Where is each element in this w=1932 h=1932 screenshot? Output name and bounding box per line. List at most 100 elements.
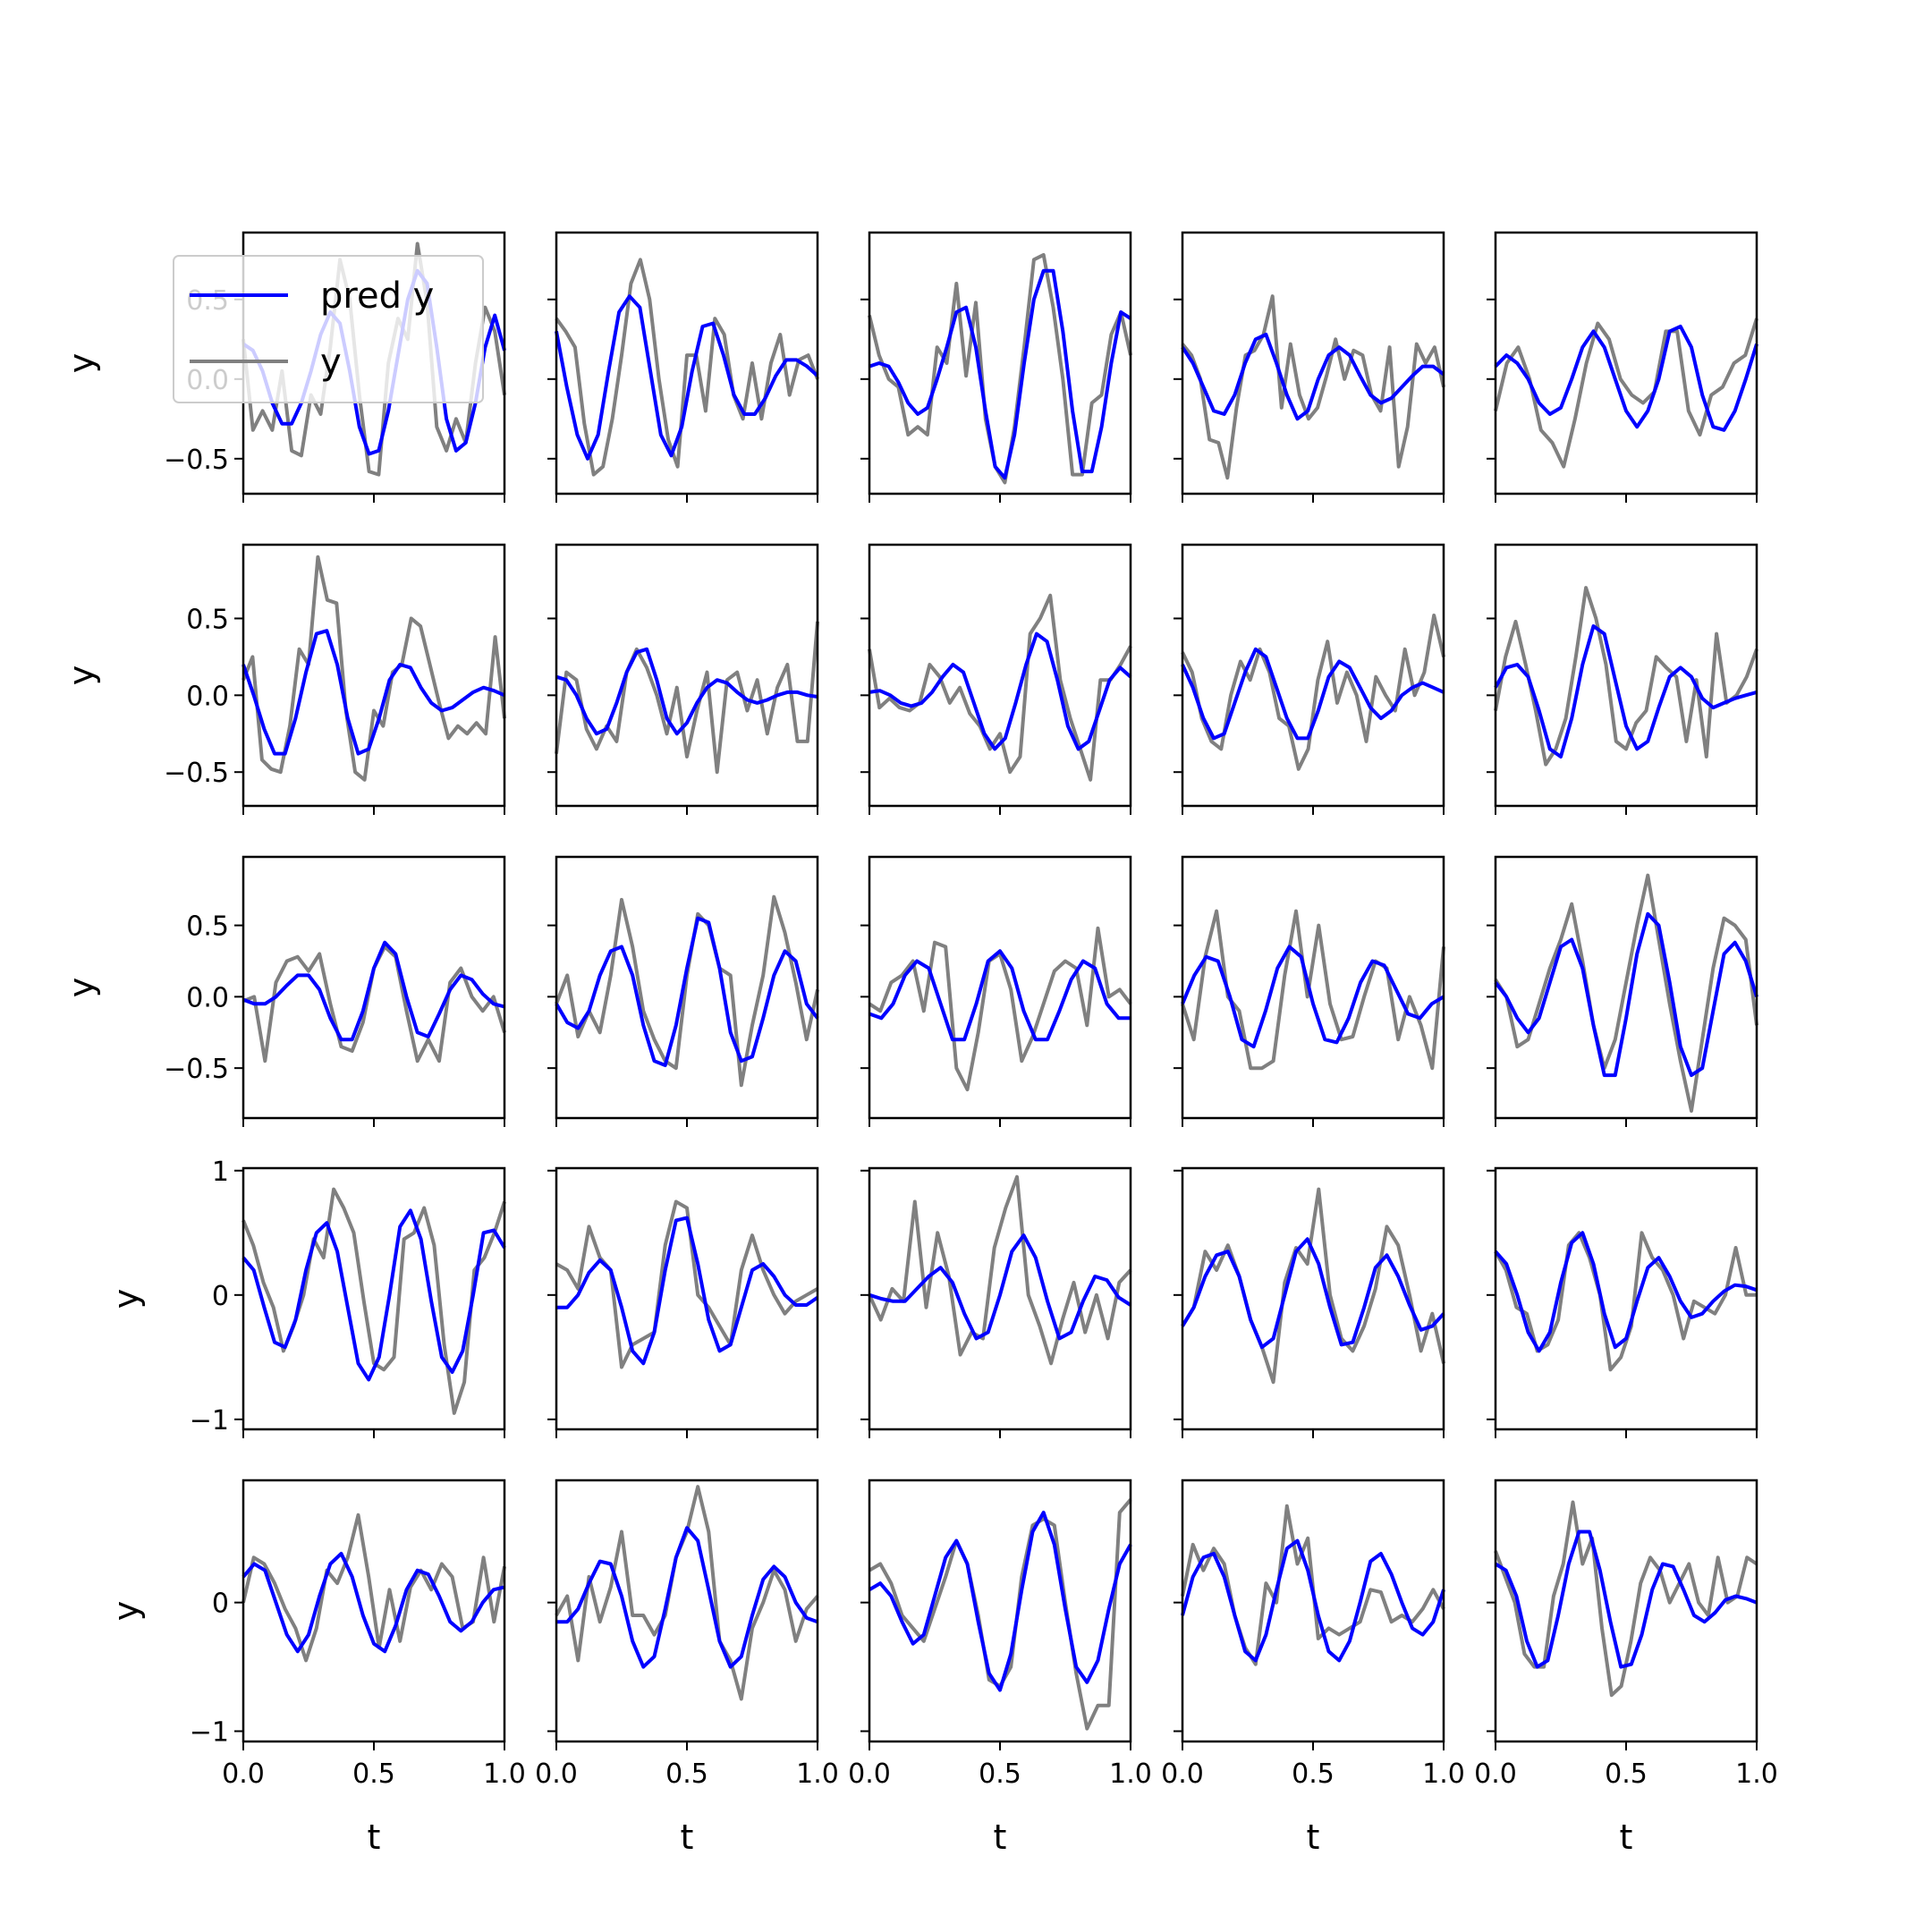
series-pred-y-line xyxy=(868,1511,1132,1692)
panel-r1-c2 xyxy=(547,231,819,503)
panel-r5-c5: 0.0 0.5 1.0 t xyxy=(1474,1479,1778,1857)
panel-r2-c3 xyxy=(860,543,1132,815)
series-y-line xyxy=(1181,1187,1445,1385)
y-tick-label: 0.5 xyxy=(186,911,229,943)
axes-frame xyxy=(868,1479,1132,1743)
axes-frame xyxy=(1181,1166,1445,1431)
series-y-line xyxy=(868,252,1132,485)
series-y-line xyxy=(868,1498,1132,1731)
legend: pred y y xyxy=(173,255,484,403)
panel-r1-c5 xyxy=(1487,231,1758,503)
y-tick-label: −0.5 xyxy=(164,1054,229,1085)
x-tick-label: 0.5 xyxy=(1292,1758,1335,1790)
panel-r4-c3 xyxy=(860,1166,1132,1438)
series-pred-y-line xyxy=(242,1552,505,1654)
series-y-line xyxy=(1181,294,1445,480)
panel-r3-c5 xyxy=(1487,855,1758,1127)
panel-r4-c5 xyxy=(1487,1166,1758,1438)
x-axis-label: t xyxy=(368,1818,381,1857)
series-y-line xyxy=(555,258,819,477)
x-axis-label: t xyxy=(1620,1818,1633,1857)
y-axis-label: y xyxy=(106,1601,146,1622)
legend-pred-label: pred y xyxy=(320,275,434,317)
series-pred-y-line xyxy=(556,1216,819,1366)
series-pred-y-line xyxy=(1181,945,1445,1049)
panel-r2-c1: −0.5 0.0 0.5 y xyxy=(62,543,506,815)
y-tick-label: 0 xyxy=(212,1281,229,1312)
panel-r3-c3 xyxy=(860,855,1132,1127)
panel-r5-c1: 0.0 0.5 1.0 t −1 0 y xyxy=(106,1479,526,1857)
series-y-line xyxy=(1494,318,1758,469)
x-tick-label: 0.5 xyxy=(979,1758,1021,1790)
y-axis-label: y xyxy=(106,1289,146,1309)
x-axis-label: t xyxy=(681,1818,694,1857)
panel-r3-c4 xyxy=(1174,855,1445,1127)
series-pred-y-line xyxy=(1181,1538,1445,1663)
panel-r4-c2 xyxy=(547,1166,819,1438)
y-tick-label: 0.5 xyxy=(186,604,229,635)
axes-frame xyxy=(242,1166,506,1431)
legend-y-label: y xyxy=(320,342,342,383)
series-y-line xyxy=(1181,614,1445,771)
series-pred-y-line xyxy=(555,294,819,461)
series-pred-y-line xyxy=(1494,911,1758,1078)
panel-r1-c3 xyxy=(860,231,1132,503)
series-y-line xyxy=(242,1187,506,1415)
series-pred-y-line xyxy=(1494,1530,1758,1669)
panel-r2-c2 xyxy=(547,543,819,815)
axes-frame xyxy=(1494,231,1758,496)
y-tick-label: 0 xyxy=(212,1589,229,1620)
panel-r5-c2: 0.0 0.5 1.0 t xyxy=(535,1479,839,1857)
panel-r4-c1: −1 0 1 y xyxy=(106,1157,506,1438)
series-pred-y-line xyxy=(869,268,1132,480)
series-pred-y-line xyxy=(1181,333,1445,421)
series-pred-y-line xyxy=(1181,647,1445,741)
panel-r5-c3: 0.0 0.5 1.0 t xyxy=(848,1479,1152,1857)
series-y-line xyxy=(1181,909,1445,1071)
panel-r3-c1: −0.5 0.0 0.5 y xyxy=(62,855,506,1127)
series-pred-y-line xyxy=(1494,1231,1758,1353)
series-y-line xyxy=(242,555,506,782)
x-tick-label: 0.0 xyxy=(222,1758,265,1790)
x-tick-label: 1.0 xyxy=(1109,1758,1152,1790)
series-pred-y-line xyxy=(555,916,819,1067)
y-axis-label: y xyxy=(62,665,101,686)
y-tick-label: 0.0 xyxy=(186,681,229,712)
x-tick-label: 1.0 xyxy=(796,1758,839,1790)
series-pred-y-line xyxy=(1494,325,1758,432)
panel-r3-c2 xyxy=(547,855,819,1127)
legend-box xyxy=(173,255,484,403)
x-tick-label: 0.5 xyxy=(665,1758,708,1790)
axes-frame xyxy=(1181,543,1445,808)
series-y-line xyxy=(555,621,819,775)
x-tick-label: 0.0 xyxy=(1161,1758,1204,1790)
series-y-line xyxy=(242,1513,506,1663)
x-tick-label: 1.0 xyxy=(1735,1758,1778,1790)
panel-r4-c4 xyxy=(1174,1166,1445,1438)
x-tick-label: 0.5 xyxy=(1605,1758,1648,1790)
x-tick-label: 0.0 xyxy=(848,1758,891,1790)
series-pred-y-line xyxy=(242,629,505,756)
axes-frame xyxy=(555,543,819,808)
y-tick-label: 0.0 xyxy=(186,982,229,1013)
series-pred-y-line xyxy=(242,940,505,1042)
y-tick-label: −1 xyxy=(190,1716,229,1748)
x-axis-label: t xyxy=(994,1818,1007,1857)
x-axis-label: t xyxy=(1307,1818,1320,1857)
series-pred-y-line xyxy=(242,1208,506,1382)
series-pred-y-line xyxy=(1181,1237,1445,1350)
series-pred-y-line xyxy=(869,949,1131,1042)
series-y-line xyxy=(555,1485,819,1701)
x-tick-label: 0.0 xyxy=(1474,1758,1517,1790)
y-tick-label: −0.5 xyxy=(164,445,229,476)
series-pred-y-line xyxy=(242,268,506,456)
series-y-line xyxy=(1494,1231,1757,1372)
series-y-line xyxy=(1494,586,1758,767)
panels-layer: −0.5 0.0 0.5 y −0.5 0.0 0.5 y −0.5 0.0 0.5 y −1 0 1 y 0.… xyxy=(62,231,1778,1857)
y-tick-label: −0.5 xyxy=(164,758,229,789)
y-tick-label: 1 xyxy=(212,1157,229,1188)
panel-r1-c4 xyxy=(1174,231,1445,503)
x-tick-label: 1.0 xyxy=(1422,1758,1465,1790)
series-pred-y-line xyxy=(869,1233,1132,1341)
